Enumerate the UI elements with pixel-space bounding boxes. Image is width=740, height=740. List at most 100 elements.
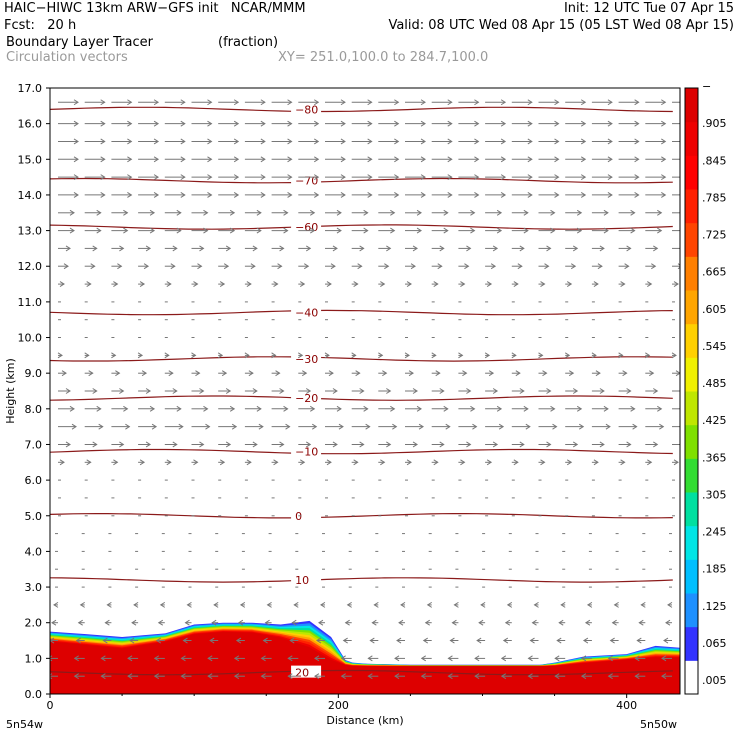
- wind-vector-head: [373, 601, 379, 608]
- wind-vector-head: [367, 99, 373, 106]
- colorbar-swatch: [685, 88, 698, 123]
- wind-vector-head: [378, 352, 384, 359]
- colorbar-swatch: [685, 290, 698, 325]
- colorbar-swatch: [685, 424, 698, 459]
- isotherm-label: 20: [295, 667, 309, 680]
- wind-vector-head: [382, 370, 388, 377]
- wind-vector-head: [572, 441, 579, 448]
- isotherm-label: −70: [295, 175, 318, 188]
- wind-vector-head: [609, 637, 615, 644]
- wind-vector-head: [498, 423, 505, 430]
- wind-vector-head: [620, 281, 626, 287]
- wind-vector-head: [326, 459, 332, 466]
- wind-vector-head: [77, 619, 83, 626]
- wind-vector-head: [176, 209, 182, 216]
- wind-vector-head: [207, 99, 213, 106]
- wind-vector-head: [420, 174, 426, 181]
- wind-vector-head: [529, 637, 535, 644]
- wind-vector-head: [225, 441, 232, 448]
- wind-vector-head: [207, 192, 213, 198]
- wind-vector-head: [98, 423, 104, 430]
- wind-vector-head: [127, 99, 133, 106]
- wind-vector-head: [131, 619, 137, 626]
- wind-vector-head: [328, 370, 334, 377]
- wind-vector-head: [363, 405, 369, 412]
- y-tick-label: 15.0: [18, 153, 43, 166]
- wind-vector-head: [420, 156, 426, 163]
- wind-vector-head: [143, 263, 150, 270]
- y-tick-label: 11.0: [18, 296, 43, 309]
- wind-vector-head: [580, 192, 587, 198]
- wind-vector-head: [250, 263, 256, 270]
- wind-vector-head: [554, 156, 560, 163]
- wind-vector-head: [75, 637, 81, 644]
- wind-vector-head: [139, 459, 146, 466]
- wind-vector-head: [233, 192, 240, 198]
- wind-vector-head: [580, 174, 587, 181]
- wind-vector-head: [65, 441, 71, 448]
- wind-vector-head: [511, 352, 517, 359]
- wind-vector-head: [661, 138, 667, 145]
- wind-vector-head: [527, 192, 533, 198]
- wind-vector-head: [223, 263, 230, 270]
- wind-vector-head: [394, 673, 400, 680]
- wind-vector-head: [593, 459, 599, 466]
- wind-vector-head: [392, 423, 398, 430]
- colorbar-swatch: [685, 492, 698, 527]
- wind-vector-head: [394, 192, 400, 198]
- wind-vector-head: [554, 192, 560, 198]
- plot-clip-group: −80−70−60−40−30−20−1001020: [50, 99, 680, 694]
- wind-vector-head: [661, 192, 667, 198]
- wind-vector-head: [260, 655, 266, 662]
- wind-vector-head: [207, 673, 213, 680]
- wind-vector-head: [502, 637, 509, 644]
- wind-vector-head: [90, 263, 96, 270]
- wind-vector-head: [554, 138, 560, 145]
- wind-vector-head: [287, 120, 293, 127]
- wind-vector-head: [219, 459, 226, 466]
- colorbar-label: .665: [702, 266, 727, 279]
- wind-vector-head: [359, 245, 365, 252]
- wind-vector-head: [193, 459, 199, 466]
- wind-vector-head: [340, 99, 346, 106]
- wind-vector-head: [550, 209, 556, 216]
- y-tick-label: 13.0: [18, 225, 43, 238]
- wind-vector-head: [390, 209, 396, 216]
- colorbar-label: .845: [702, 154, 727, 167]
- wind-vector-head: [123, 209, 129, 216]
- wind-vector-head: [566, 459, 573, 466]
- wind-vector-head: [478, 619, 484, 626]
- wind-vector-head: [554, 99, 560, 106]
- wind-vector-head: [412, 245, 418, 252]
- wind-vector-head: [476, 637, 482, 644]
- wind-vector-head: [369, 637, 375, 644]
- wind-vector-head: [100, 174, 106, 181]
- wind-vector-head: [447, 120, 453, 127]
- wind-vector-head: [153, 192, 160, 198]
- wind-vector-head: [504, 619, 511, 626]
- wind-vector-head: [305, 245, 312, 252]
- wind-vector-head: [157, 619, 164, 626]
- wind-vector-head: [484, 352, 491, 359]
- y-tick-label: 8.0: [25, 403, 43, 416]
- wind-vector-head: [309, 405, 316, 412]
- wind-vector-head: [474, 673, 480, 680]
- wind-vector-head: [424, 619, 431, 626]
- isotherm-label: −80: [295, 103, 318, 116]
- wind-vector-head: [340, 156, 346, 163]
- x-tick-label: 400: [616, 699, 637, 712]
- y-tick-label: 9.0: [25, 367, 43, 380]
- colorbar-swatch: [685, 559, 698, 594]
- wind-vector-head: [213, 601, 219, 608]
- wind-vector-head: [133, 601, 139, 608]
- wind-vector-head: [330, 263, 336, 270]
- wind-vector-head: [607, 138, 613, 145]
- wind-vector-head: [166, 281, 172, 287]
- wind-vector-head: [486, 281, 493, 287]
- wind-vector-head: [69, 209, 75, 216]
- wind-vector-head: [398, 619, 404, 626]
- wind-vector-head: [207, 655, 213, 662]
- wind-vector-head: [73, 174, 79, 181]
- wind-vector-head: [129, 637, 135, 644]
- wind-vector-head: [570, 263, 577, 270]
